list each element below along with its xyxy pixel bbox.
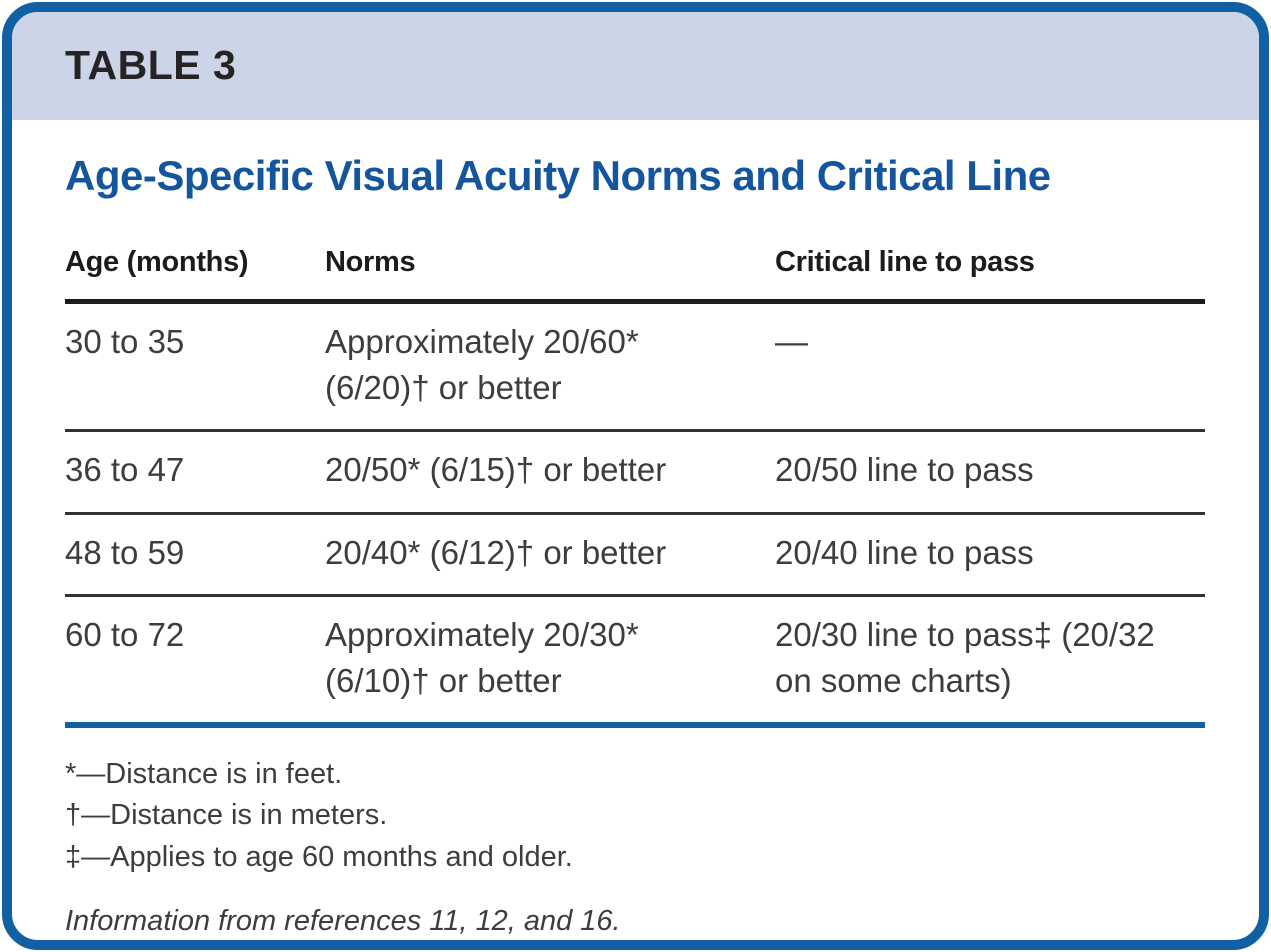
column-header-critical-line: Critical line to pass <box>775 210 1205 304</box>
critical-cell: 20/50 line to pass <box>775 430 1205 515</box>
table-row: 36 to 47 20/50* (6/15)† or better 20/50 … <box>65 430 1205 515</box>
critical-cell: — <box>775 301 1205 433</box>
footnote-age-60: ‡—Applies to age 60 months and older. <box>65 840 573 873</box>
table-row: 48 to 59 20/40* (6/12)† or better 20/40 … <box>65 513 1205 598</box>
footnote-feet: *—Distance is in feet. <box>65 758 343 791</box>
age-cell: 36 to 47 <box>65 430 325 515</box>
table-row: 30 to 35 Approximately 20/60* (6/20)† or… <box>65 301 1205 433</box>
norms-cell: Approximately 20/60* (6/20)† or better <box>325 301 775 433</box>
column-header-age: Age (months) <box>65 210 325 304</box>
norms-cell: 20/50* (6/15)† or better <box>325 430 775 515</box>
header-row: Age (months) Norms Critical line to pass <box>65 210 1205 304</box>
table-row: 60 to 72 Approximately 20/30* (6/10)† or… <box>65 595 1205 729</box>
footnotes: *—Distance is in feet. †—Distance is in … <box>65 754 1205 878</box>
column-header-norms: Norms <box>325 210 775 304</box>
table-content: Age-Specific Visual Acuity Norms and Cri… <box>12 152 1259 938</box>
critical-cell: 20/40 line to pass <box>775 513 1205 598</box>
norms-cell: 20/40* (6/12)† or better <box>325 513 775 598</box>
page-title: Age-Specific Visual Acuity Norms and Cri… <box>65 152 1051 199</box>
footnote-meters: †—Distance is in meters. <box>65 799 388 832</box>
critical-cell: 20/30 line to pass‡ (20/32 on some chart… <box>775 595 1205 729</box>
age-cell: 48 to 59 <box>65 513 325 598</box>
table-header-band: TABLE 3 <box>12 12 1259 120</box>
norms-cell: Approximately 20/30* (6/10)† or better <box>325 595 775 729</box>
acuity-table: Age (months) Norms Critical line to pass… <box>65 210 1205 729</box>
source-line: Information from references 11, 12, and … <box>65 904 621 937</box>
age-cell: 60 to 72 <box>65 595 325 729</box>
table-label: TABLE 3 <box>65 42 237 88</box>
age-cell: 30 to 35 <box>65 301 325 433</box>
